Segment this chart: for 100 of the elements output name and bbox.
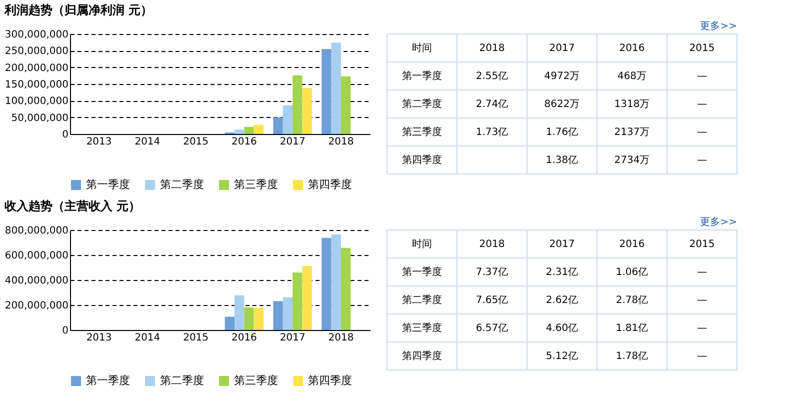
data-label: 2137万 — [614, 127, 650, 138]
bar — [234, 130, 244, 134]
x-tick-label: 2016 — [619, 239, 645, 250]
x-tick-label: 2017 — [280, 136, 306, 148]
y-tick-label: 400,000,000 — [4, 276, 68, 286]
y-tick-label: 50,000,000 — [11, 112, 68, 124]
x-tick-label: 2013 — [86, 332, 112, 344]
text: 时间 — [412, 42, 432, 54]
legend-label: 第三季度 — [234, 178, 278, 191]
text: — — [697, 127, 707, 138]
chart-title: 收入趋势（主营收入 元） — [4, 199, 141, 213]
bar — [331, 42, 341, 134]
legend-label: 第二季度 — [160, 178, 204, 191]
text: 更多>> — [700, 20, 737, 32]
x-tick-label: 2018 — [479, 239, 505, 250]
y-tick-label: 200,000,000 — [4, 62, 68, 74]
bar — [282, 105, 293, 134]
bar — [302, 88, 312, 134]
y-tick-label: 第三季度 — [402, 322, 442, 334]
y-tick-label: 100,000,000 — [4, 96, 68, 108]
data-label: 468万 — [617, 71, 647, 82]
legend-label: 第一季度 — [86, 374, 130, 387]
y-tick-label: 0 — [62, 326, 68, 336]
text: — — [697, 71, 707, 82]
bar — [244, 126, 254, 134]
text: — — [697, 351, 707, 362]
bar — [234, 295, 244, 330]
bar — [322, 238, 332, 330]
data-label: 7.37亿 — [476, 267, 508, 278]
data-label: 1.76亿 — [546, 127, 578, 138]
legend-label: 第四季度 — [308, 374, 352, 387]
data-label: 5.12亿 — [546, 351, 578, 362]
data-label: 7.65亿 — [476, 295, 508, 306]
x-tick-label: 2017 — [549, 239, 575, 250]
data-label: 4.60亿 — [546, 323, 578, 334]
x-tick-label: 2015 — [183, 136, 209, 148]
data-label: 1.38亿 — [546, 155, 578, 166]
bar — [292, 272, 302, 330]
data-label: 2.74亿 — [476, 99, 508, 110]
bar — [224, 316, 235, 330]
bar — [282, 297, 293, 330]
y-tick-label: 第四季度 — [402, 350, 442, 362]
legend-label: 第二季度 — [160, 374, 204, 387]
chart-title: 利润趋势（归属净利润 元） — [3, 3, 153, 17]
x-tick-label: 2016 — [619, 43, 645, 54]
text: — — [697, 295, 707, 306]
bar — [273, 117, 283, 134]
data-label: 1318万 — [614, 99, 650, 110]
y-tick-label: 第一季度 — [402, 70, 442, 82]
x-tick-label: 2018 — [328, 136, 354, 148]
y-tick-label: 200,000,000 — [4, 300, 68, 312]
x-tick-label: 2014 — [134, 332, 160, 344]
bar — [254, 308, 264, 330]
x-tick-label: 2015 — [183, 332, 209, 344]
data-label: 1.81亿 — [616, 323, 648, 334]
y-tick-label: 第四季度 — [402, 154, 442, 166]
text: — — [697, 267, 707, 278]
data-label: 2.62亿 — [546, 295, 578, 306]
bar — [322, 49, 332, 134]
y-tick-label: 250,000,000 — [4, 46, 68, 58]
y-tick-label: 第二季度 — [402, 98, 442, 110]
text: — — [697, 155, 707, 166]
y-tick-label: 150,000,000 — [4, 80, 68, 90]
data-label: 4972万 — [544, 71, 580, 82]
y-tick-label: 第三季度 — [402, 126, 442, 138]
text: — — [697, 323, 707, 334]
y-tick-label: 第一季度 — [402, 266, 442, 278]
legend-label: 第四季度 — [308, 178, 352, 191]
y-tick-label: 800,000,000 — [4, 226, 68, 236]
data-label: 1.78亿 — [616, 351, 648, 362]
y-tick-label: 600,000,000 — [4, 250, 68, 262]
data-label: 2.31亿 — [546, 267, 578, 278]
text: — — [697, 99, 707, 110]
text: 更多>> — [700, 216, 737, 228]
y-tick-label: 第二季度 — [402, 294, 442, 306]
data-label: 2.78亿 — [616, 295, 648, 306]
bar — [273, 301, 283, 330]
x-tick-label: 2015 — [689, 239, 715, 250]
x-tick-label: 2016 — [231, 136, 257, 148]
data-label: 2.55亿 — [476, 71, 508, 82]
x-tick-label: 2017 — [280, 332, 306, 344]
legend-label: 第三季度 — [234, 374, 278, 387]
bar — [331, 234, 341, 330]
data-label: 8622万 — [544, 99, 580, 110]
data-label: 2734万 — [614, 155, 650, 166]
x-tick-label: 2014 — [134, 136, 160, 148]
text: 时间 — [412, 238, 432, 250]
data-label: 1.73亿 — [476, 127, 508, 138]
x-tick-label: 2017 — [549, 43, 575, 54]
y-tick-label: 0 — [62, 130, 68, 140]
x-tick-label: 2016 — [231, 332, 257, 344]
legend-label: 第一季度 — [86, 178, 130, 191]
bar — [340, 248, 351, 330]
y-tick-label: 300,000,000 — [4, 30, 68, 40]
x-tick-label: 2013 — [86, 136, 112, 148]
bar — [340, 76, 351, 134]
data-label: 6.57亿 — [476, 323, 508, 334]
bar — [292, 75, 302, 134]
x-tick-label: 2018 — [328, 332, 354, 344]
bar — [302, 266, 312, 330]
